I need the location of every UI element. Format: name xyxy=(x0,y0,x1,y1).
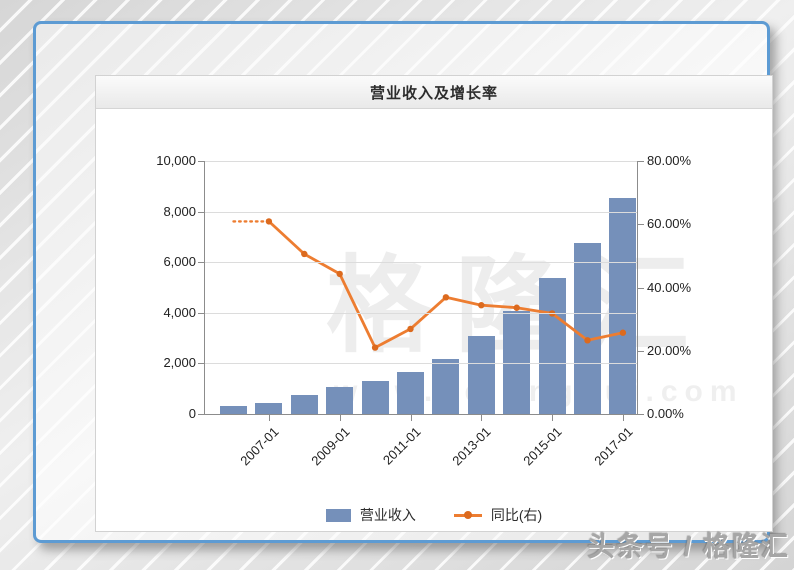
left-tick-mark xyxy=(198,363,204,365)
revenue-bar xyxy=(220,406,247,414)
chart-panel: 营业收入及增长率 格隆汇 www.gelonghui.com 营业收入 同比(右… xyxy=(95,75,773,532)
yoy-point-marker xyxy=(371,344,379,351)
chart-header: 营业收入及增长率 xyxy=(96,76,772,109)
legend-bar-label: 营业收入 xyxy=(359,507,416,523)
right-tick-mark xyxy=(638,161,644,162)
x-axis-label: 2017-01 xyxy=(591,424,636,469)
yoy-point-marker xyxy=(619,329,627,336)
revenue-bar xyxy=(538,277,566,414)
yoy-point-marker xyxy=(265,218,273,225)
plot-area xyxy=(205,161,637,414)
y-axis-right-label: 40.00% xyxy=(647,279,692,295)
legend: 营业收入 同比(右) xyxy=(96,505,772,525)
gridline xyxy=(205,262,637,264)
left-tick-mark xyxy=(198,161,204,162)
y-axis-right-label: 0.00% xyxy=(647,406,684,421)
y-axis-left-label: 6,000 xyxy=(163,254,196,270)
y-axis-right-label: 80.00% xyxy=(647,153,692,168)
y-axis-right-label: 60.00% xyxy=(647,216,692,232)
left-tick-mark xyxy=(198,312,204,314)
legend-marker-icon xyxy=(463,511,472,519)
left-tick-mark xyxy=(198,262,204,264)
yoy-point-marker xyxy=(513,304,520,311)
x-tick-mark xyxy=(410,415,412,421)
y-axis-left-label: 0 xyxy=(188,406,196,421)
revenue-bar xyxy=(290,395,318,414)
stamp-text: 头条号 / 格隆汇 xyxy=(587,532,790,562)
y-axis-left-label: 2,000 xyxy=(163,355,196,371)
chart-card: 营业收入及增长率 格隆汇 www.gelonghui.com 营业收入 同比(右… xyxy=(33,21,773,543)
gridline xyxy=(205,161,637,162)
right-tick-mark xyxy=(638,350,644,352)
yoy-point-marker xyxy=(407,325,414,333)
yoy-line-svg xyxy=(232,218,627,351)
y-axis-right-label: 20.00% xyxy=(647,342,692,358)
gridline xyxy=(205,211,637,213)
right-tick-mark xyxy=(638,224,644,226)
legend-item-yoy: 同比(右) xyxy=(453,505,543,525)
x-tick-mark xyxy=(481,415,483,421)
revenue-bar xyxy=(503,310,531,414)
yoy-point-marker xyxy=(584,337,591,344)
revenue-bar xyxy=(255,402,283,414)
left-tick-mark xyxy=(198,414,204,415)
revenue-bar xyxy=(326,387,354,414)
gridline xyxy=(205,363,637,365)
yoy-point-marker xyxy=(478,302,485,309)
x-axis-label: 2011-01 xyxy=(379,424,424,468)
revenue-bar xyxy=(467,336,495,414)
right-tick-mark xyxy=(638,414,644,415)
axis-line-left xyxy=(204,161,205,414)
right-tick-mark xyxy=(638,287,644,289)
y-axis-left-label: 10,000 xyxy=(156,153,196,168)
legend-line-swatch xyxy=(453,511,482,519)
legend-line-label: 同比(右) xyxy=(490,507,543,523)
y-axis-left-label: 4,000 xyxy=(163,304,196,320)
y-axis-left-label: 8,000 xyxy=(163,203,196,219)
axis-line-bottom xyxy=(204,414,638,415)
axis-line-right xyxy=(637,161,638,414)
x-axis-label: 2007-01 xyxy=(237,424,282,469)
revenue-bar xyxy=(397,372,424,414)
revenue-bar xyxy=(609,197,637,414)
chart-title: 营业收入及增长率 xyxy=(369,84,498,102)
x-axis-label: 2009-01 xyxy=(307,424,353,469)
chart-area: 格隆汇 www.gelonghui.com 营业收入 同比(右) 02,0004… xyxy=(96,109,772,531)
revenue-bar xyxy=(574,242,601,414)
x-tick-mark xyxy=(268,415,270,421)
gridline xyxy=(205,312,637,314)
x-axis-label: 2015-01 xyxy=(520,424,565,469)
yoy-line xyxy=(267,220,625,350)
legend-bar-swatch xyxy=(325,508,351,522)
yoy-point-marker xyxy=(301,250,308,258)
x-axis-label: 2013-01 xyxy=(449,424,494,469)
legend-item-revenue: 营业收入 xyxy=(325,505,416,525)
x-tick-mark xyxy=(339,415,341,421)
left-tick-mark xyxy=(198,211,204,213)
yoy-point-marker xyxy=(442,294,450,301)
x-tick-mark xyxy=(622,415,624,421)
x-tick-mark xyxy=(552,415,554,421)
revenue-bar xyxy=(432,358,460,414)
yoy-point-marker xyxy=(336,270,343,278)
revenue-bar xyxy=(361,381,389,414)
